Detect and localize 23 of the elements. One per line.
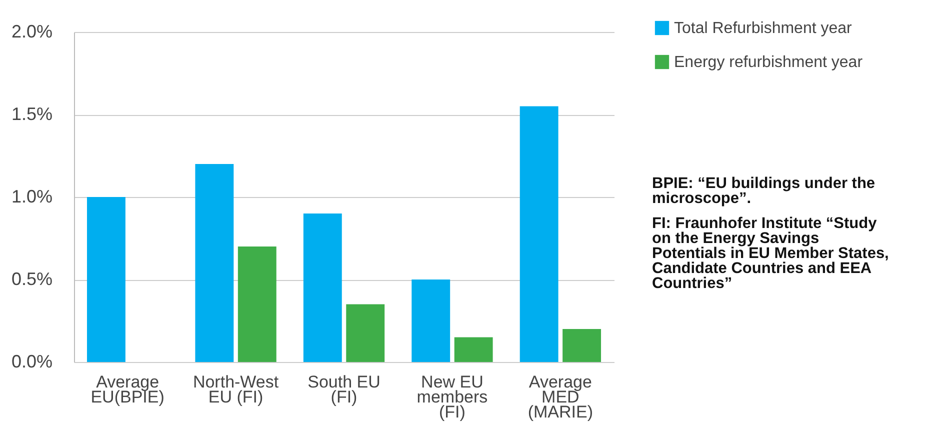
y-tick-label: 0.0% — [11, 352, 52, 372]
bar — [195, 164, 234, 362]
x-tick-label: Average EU(BPIE) — [90, 372, 164, 406]
x-tick-label: Average MED (MARIE) — [528, 372, 594, 422]
text: BPIE: “EU buildings under the microscope”. — [652, 175, 876, 207]
y-tick-label: 1.5% — [11, 104, 52, 124]
bar — [520, 106, 558, 362]
bar — [412, 280, 450, 362]
bar — [303, 214, 342, 362]
x-tick-label: South EU (FI) — [308, 372, 380, 406]
y-tick-label: 2.0% — [11, 22, 52, 42]
text: FI: Fraunhofer Institute “Study on the Energy Savings Potentials in EU Member States, Candidate Countries and EEA Countries” — [652, 215, 890, 292]
x-tick-label: New EU members (FI) — [416, 372, 488, 422]
y-tick-label: 0.5% — [11, 269, 52, 289]
bar — [346, 304, 385, 362]
bar — [454, 337, 493, 362]
bar — [562, 329, 602, 362]
y-tick-label: 1.0% — [11, 186, 52, 206]
legend-label: Total Refurbishment year — [674, 20, 853, 37]
bar — [238, 246, 276, 362]
x-tick-label: North-West EU (FI) — [192, 372, 279, 406]
bar — [86, 197, 126, 362]
legend-label: Energy refurbishment year — [674, 54, 864, 71]
